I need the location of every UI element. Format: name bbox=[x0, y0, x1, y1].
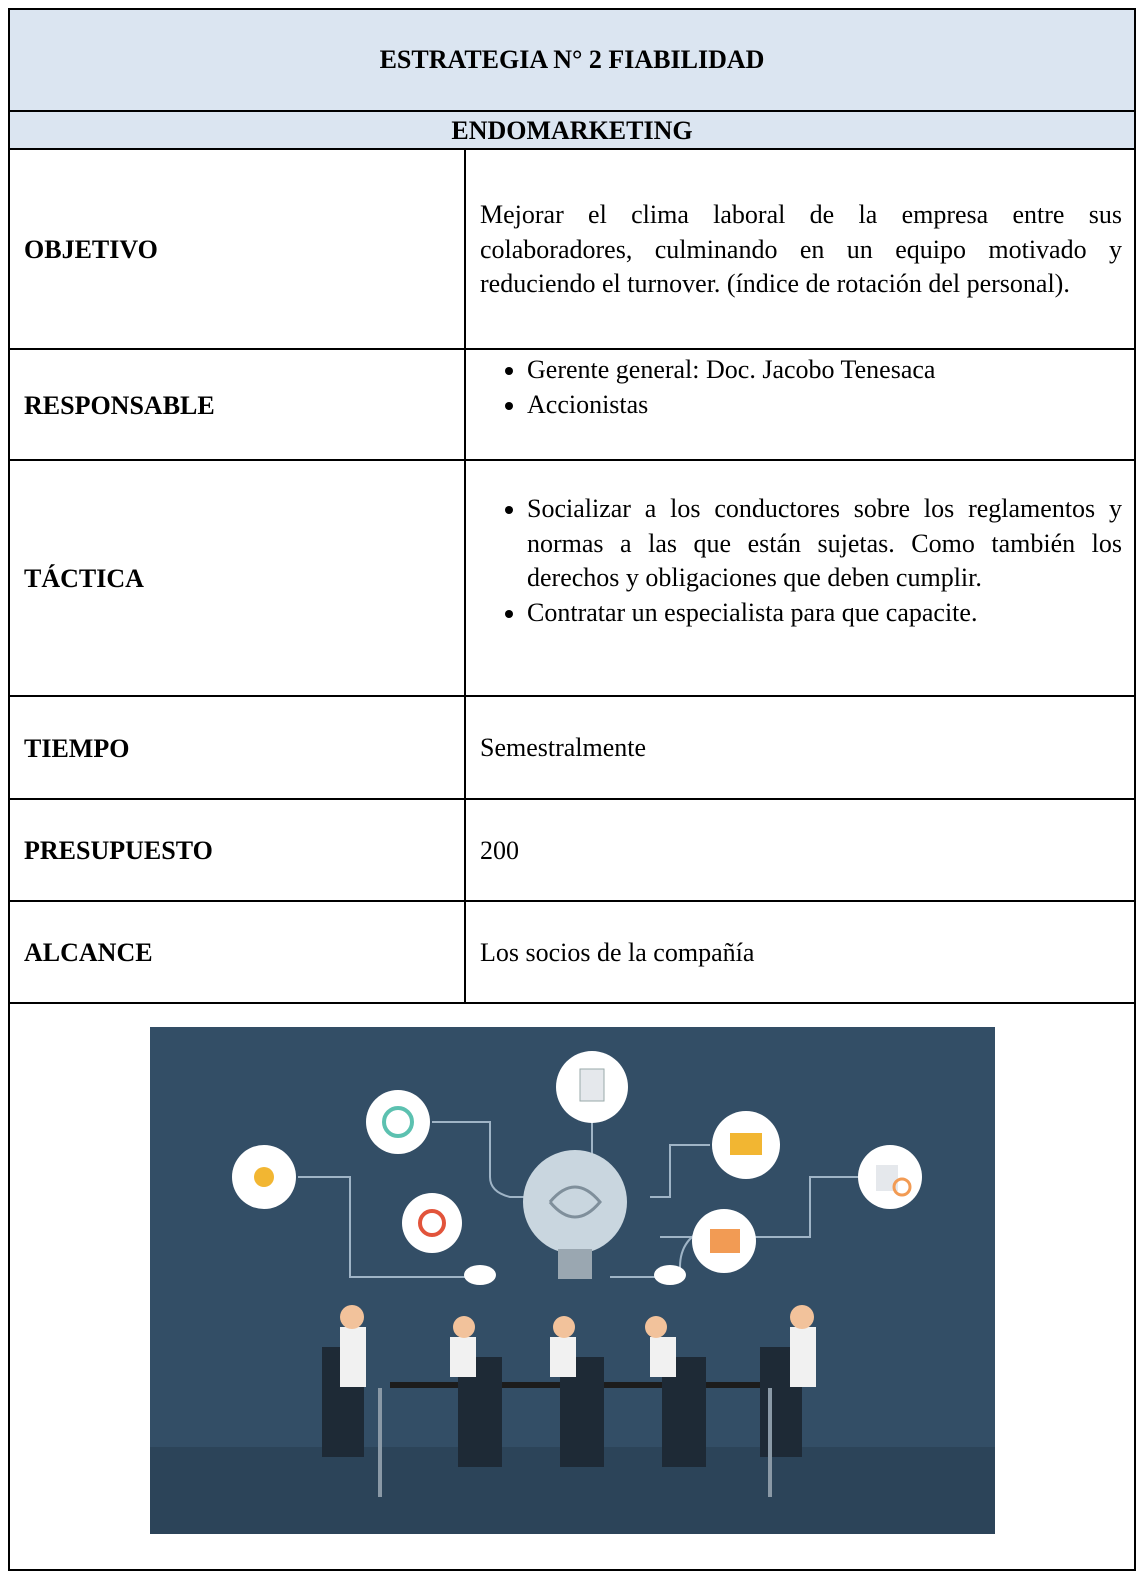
row-label: PRESUPUESTO bbox=[10, 800, 466, 902]
bullet-item: Socializar a los conductores sobre los r… bbox=[527, 492, 1122, 596]
row-value: Gerente general: Doc. Jacobo Tenesaca Ac… bbox=[466, 350, 1134, 461]
table-row: OBJETIVO Mejorar el clima laboral de la … bbox=[10, 148, 1134, 350]
bullet-item: Contratar un especialista para que capac… bbox=[527, 596, 1122, 631]
image-cell bbox=[10, 1002, 1134, 1571]
subtitle-cell: ENDOMARKETING bbox=[10, 110, 1134, 150]
bullet-list: Gerente general: Doc. Jacobo Tenesaca Ac… bbox=[480, 353, 935, 422]
row-label: OBJETIVO bbox=[10, 150, 466, 350]
table-row: TÁCTICA Socializar a los conductores sob… bbox=[10, 459, 1134, 697]
table-row: RESPONSABLE Gerente general: Doc. Jacobo… bbox=[10, 348, 1134, 461]
illustration bbox=[150, 1027, 995, 1534]
bullet-list: Socializar a los conductores sobre los r… bbox=[480, 492, 1122, 630]
table-row: TIEMPO Semestralmente bbox=[10, 695, 1134, 800]
bullet-item: Gerente general: Doc. Jacobo Tenesaca bbox=[527, 353, 935, 388]
strategy-table: ESTRATEGIA N° 2 FIABILIDAD ENDOMARKETING… bbox=[8, 8, 1136, 1571]
title: ESTRATEGIA N° 2 FIABILIDAD bbox=[379, 45, 765, 74]
row-value: Mejorar el clima laboral de la empresa e… bbox=[466, 150, 1134, 350]
row-label: TÁCTICA bbox=[10, 461, 466, 697]
row-label: TIEMPO bbox=[10, 697, 466, 800]
row-value: Socializar a los conductores sobre los r… bbox=[466, 461, 1134, 697]
title-cell: ESTRATEGIA N° 2 FIABILIDAD bbox=[10, 10, 1134, 110]
table-row: PRESUPUESTO 200 bbox=[10, 798, 1134, 902]
row-value: 200 bbox=[480, 835, 519, 865]
subtitle: ENDOMARKETING bbox=[451, 116, 693, 145]
bullet-item: Accionistas bbox=[527, 388, 935, 423]
objective-text: Mejorar el clima laboral de la empresa e… bbox=[480, 200, 1122, 299]
table-row: ALCANCE Los socios de la compañía bbox=[10, 900, 1134, 1004]
row-label: ALCANCE bbox=[10, 902, 466, 1004]
row-label: RESPONSABLE bbox=[10, 350, 466, 461]
row-value: Los socios de la compañía bbox=[480, 937, 755, 967]
row-value: Semestralmente bbox=[480, 733, 647, 763]
